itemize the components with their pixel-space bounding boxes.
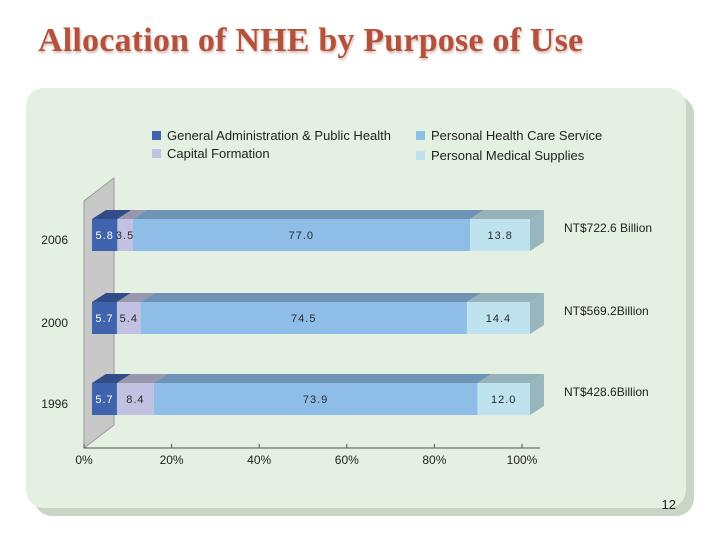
data-label: 5.7 bbox=[95, 394, 113, 406]
total-label: NT$428.6Billion bbox=[564, 385, 649, 399]
bar-end-face bbox=[530, 293, 544, 334]
bar-end-face bbox=[530, 210, 544, 251]
legend-swatch bbox=[152, 131, 161, 140]
data-label: 12.0 bbox=[491, 394, 516, 406]
bar-segment bbox=[477, 383, 530, 415]
slide-title: Allocation of NHE by Purpose of Use bbox=[38, 22, 584, 59]
bar-segment-top bbox=[153, 374, 492, 383]
legend-swatch bbox=[416, 151, 425, 160]
legend-swatch bbox=[416, 131, 425, 140]
bar-segment-top bbox=[92, 293, 131, 302]
x-tick-label: 20% bbox=[160, 453, 184, 467]
x-tick-label: 0% bbox=[75, 453, 93, 467]
bar-segment bbox=[153, 383, 478, 415]
bar-end-face bbox=[530, 374, 544, 415]
total-label: NT$722.6 Billion bbox=[564, 221, 652, 235]
data-label: 3.5 bbox=[116, 230, 134, 242]
legend-label: Personal Health Care Service bbox=[431, 128, 602, 143]
legend-label: Capital Formation bbox=[167, 146, 270, 161]
data-label: 13.8 bbox=[488, 230, 513, 242]
bar-segment bbox=[92, 383, 117, 415]
data-label: 5.4 bbox=[120, 313, 138, 325]
bar-segment-top bbox=[132, 210, 484, 219]
category-label: 1996 bbox=[41, 397, 68, 411]
bar-segment-top bbox=[116, 374, 168, 383]
bar-segment-top bbox=[116, 293, 155, 302]
data-label: 77.0 bbox=[289, 230, 314, 242]
data-label: 5.7 bbox=[95, 313, 113, 325]
total-label: NT$569.2Billion bbox=[564, 304, 649, 318]
x-tick-label: 100% bbox=[507, 453, 538, 467]
bar-segment bbox=[132, 219, 470, 251]
data-label: 14.4 bbox=[486, 313, 511, 325]
bar-segment bbox=[116, 302, 141, 334]
bar-segment bbox=[117, 219, 133, 251]
bar-segment-top bbox=[140, 293, 481, 302]
x-tick-label: 60% bbox=[335, 453, 359, 467]
legend-label: General Administration & Public Health bbox=[167, 128, 391, 143]
bar-segment bbox=[469, 219, 531, 251]
bar-segment-top bbox=[92, 210, 132, 219]
bar-segment-top bbox=[92, 374, 131, 383]
data-label: 74.5 bbox=[291, 313, 316, 325]
bar-segment bbox=[92, 219, 118, 251]
bar-segment bbox=[140, 302, 467, 334]
legend-swatch bbox=[152, 149, 161, 158]
bar-segment-top bbox=[466, 293, 544, 302]
x-tick-label: 80% bbox=[422, 453, 446, 467]
bar-segment bbox=[116, 383, 154, 415]
data-label: 73.9 bbox=[303, 394, 328, 406]
data-label: 8.4 bbox=[126, 394, 144, 406]
bar-segment-top bbox=[117, 210, 147, 219]
data-label: 5.8 bbox=[96, 230, 114, 242]
category-label: 2006 bbox=[41, 233, 68, 247]
legend-label: Personal Medical Supplies bbox=[431, 148, 585, 163]
bar-segment-top bbox=[477, 374, 544, 383]
bar-segment bbox=[466, 302, 530, 334]
x-tick-label: 40% bbox=[247, 453, 271, 467]
bar-segment bbox=[92, 302, 117, 334]
category-label: 2000 bbox=[41, 316, 68, 330]
bar-segment-top bbox=[469, 210, 545, 219]
page-number: 12 bbox=[661, 497, 676, 512]
